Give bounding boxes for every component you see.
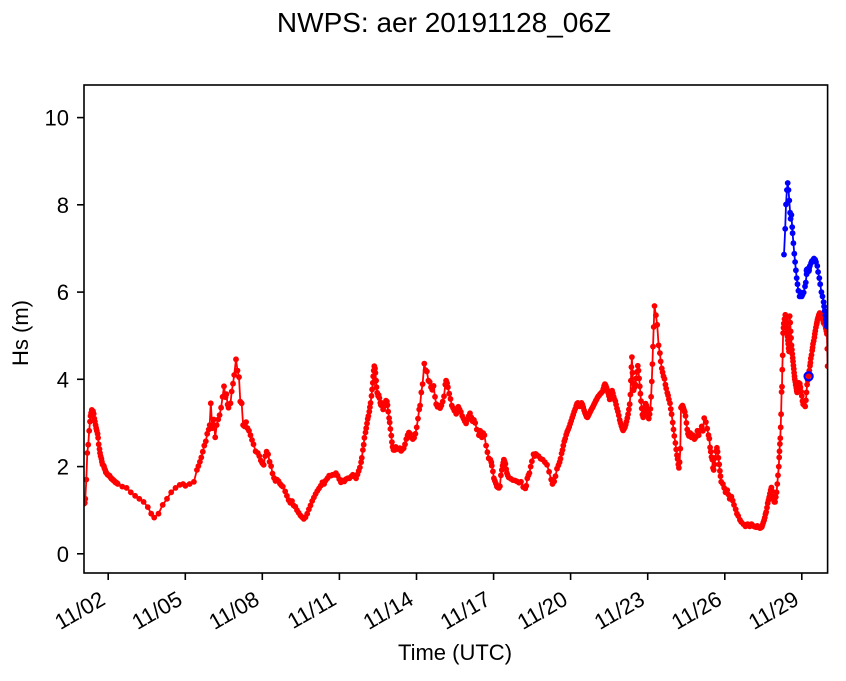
svg-text:Time (UTC): Time (UTC) <box>398 640 512 665</box>
svg-text:8: 8 <box>57 193 69 218</box>
svg-text:Hs (m): Hs (m) <box>8 300 33 366</box>
svg-text:NWPS: aer 20191128_06Z: NWPS: aer 20191128_06Z <box>277 7 611 38</box>
svg-text:10: 10 <box>45 106 69 131</box>
svg-text:6: 6 <box>57 280 69 305</box>
svg-text:4: 4 <box>57 367 69 392</box>
svg-text:2: 2 <box>57 455 69 480</box>
svg-text:0: 0 <box>57 542 69 567</box>
